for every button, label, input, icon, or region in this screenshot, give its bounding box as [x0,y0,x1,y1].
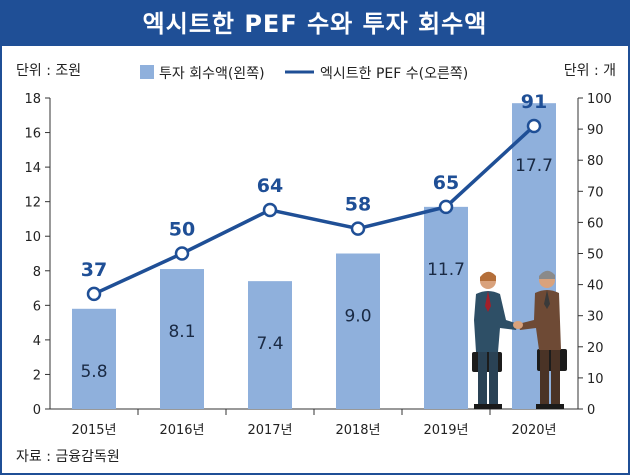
bar [160,269,204,409]
legend-bar-label: 투자 회수액(왼쪽) [159,66,265,82]
x-axis-tick-label: 2017년 [247,423,292,438]
left-axis-tick-label: 4 [33,334,41,349]
line-value-label: 50 [169,219,195,241]
line-value-label: 37 [81,259,107,281]
line-value-label: 91 [521,91,547,113]
left-axis-tick-label: 6 [33,299,41,314]
handshake-businessmen-icon [472,270,567,409]
bar [336,253,380,409]
chart-title: 엑시트한 PEF 수와 투자 회수액 [2,2,628,46]
bar-value-label: 17.7 [515,156,553,176]
left-axis-tick-label: 14 [24,161,41,176]
bar [248,281,292,409]
line-point [174,246,190,261]
line-value-label: 65 [433,172,459,194]
line-point [262,202,278,218]
x-axis-tick-label: 2019년 [423,423,468,438]
right-axis-tick-label: 70 [587,185,604,200]
left-axis-tick-label: 18 [24,92,41,107]
right-axis-tick-label: 90 [587,123,604,138]
left-axis-tick-label: 8 [33,265,41,280]
left-axis-tick-label: 2 [33,368,41,383]
right-unit-label: 단위 : 개 [563,63,616,79]
line-value-label: 58 [345,194,371,216]
bar [72,308,116,409]
right-axis-tick-label: 40 [587,279,604,294]
line-point [350,221,366,236]
line-series: 37 50 64 58 65 91 [81,91,547,302]
bar-value-label: 7.4 [256,334,283,354]
bar [424,206,468,409]
legend-bar-swatch [140,65,154,79]
x-axis-tick-label: 2016년 [159,423,204,438]
line-point [438,199,454,215]
line-path [93,124,536,296]
left-axis-tick-label: 16 [24,127,41,142]
bar-value-label: 5.8 [80,362,107,382]
bar-value-label: 9.0 [344,307,371,327]
right-axis-tick-label: 0 [587,403,595,418]
chart-legend: 투자 회수액(왼쪽) 엑시트한 PEF 수(오른쪽) [140,65,468,82]
line-value-label: 64 [257,175,283,197]
chart-axes: 0 2 4 6 8 10 12 14 16 18 0 10 20 30 40 50 60 70 80 90 100 201… [24,92,611,438]
left-axis-tick-label: 0 [33,403,41,418]
right-axis-tick-label: 80 [587,154,604,169]
left-axis-tick-label: 10 [24,230,41,245]
left-unit-label: 단위 : 조원 [16,63,82,79]
right-axis-tick-label: 100 [587,92,612,107]
legend-line-label: 엑시트한 PEF 수(오른쪽) [320,66,468,82]
right-axis-tick-label: 30 [587,310,604,325]
x-axis-tick-label: 2015년 [71,423,116,438]
source-note: 자료 : 금융감독원 [16,449,120,465]
right-axis-tick-label: 50 [587,248,604,263]
right-axis-tick-label: 20 [587,341,604,356]
bar-value-label: 8.1 [168,322,195,342]
line-point [526,118,542,134]
x-axis-tick-label: 2018년 [335,423,380,438]
right-axis-tick-label: 60 [587,216,604,231]
left-axis-tick-label: 12 [24,196,41,211]
x-axis-tick-label: 2020년 [511,423,556,438]
line-point [86,286,102,302]
bar-value-label: 11.7 [427,260,465,280]
right-axis-tick-label: 10 [587,372,604,387]
